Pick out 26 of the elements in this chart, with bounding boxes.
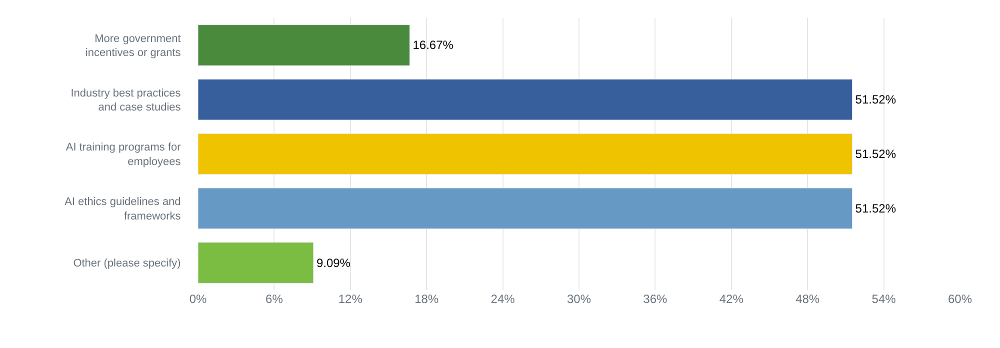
x-tick-label: 42% (719, 292, 744, 306)
x-tick-label: 54% (872, 292, 896, 306)
x-tick-label: 30% (566, 292, 592, 306)
y-tick-label: More government incentives or grants (85, 32, 182, 60)
bar (198, 78, 853, 120)
bar (198, 242, 314, 284)
data-label: 51.52% (855, 201, 896, 216)
x-tick-label: 12% (338, 292, 363, 306)
bar (198, 24, 410, 66)
data-label: 16.67% (412, 38, 454, 52)
x-tick-label: 6% (266, 292, 284, 306)
x-tick-label: 60% (948, 292, 972, 306)
y-tick-label: AI ethics guidelines and frameworks (64, 196, 182, 222)
x-tick-label: 48% (796, 292, 820, 306)
y-tick-label: AI training programs for employees (66, 142, 182, 168)
y-tick-label: Industry best practices and case studies (70, 87, 182, 114)
x-tick-label: 18% (414, 292, 439, 306)
data-label: 51.52% (855, 147, 896, 161)
y-tick-label: Other (please specify) (73, 258, 181, 270)
x-tick-label: 24% (490, 292, 516, 306)
data-label: 51.52% (855, 92, 896, 107)
data-label: 9.09% (316, 256, 351, 270)
bar (198, 133, 853, 175)
bar (198, 188, 853, 230)
x-tick-label: 36% (643, 292, 668, 306)
x-tick-label: 0% (189, 292, 207, 306)
